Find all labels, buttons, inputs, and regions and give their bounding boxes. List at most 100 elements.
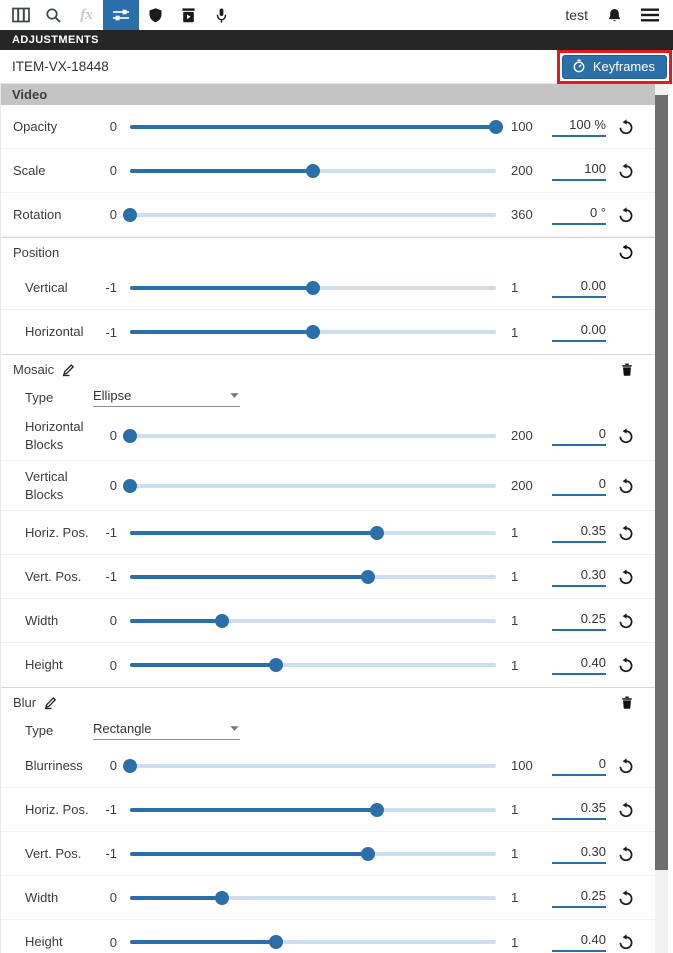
mosaic-vert-pos-slider[interactable] bbox=[130, 569, 496, 584]
reset-icon[interactable] bbox=[611, 890, 641, 906]
reset-icon[interactable] bbox=[611, 569, 641, 585]
bell-icon[interactable] bbox=[607, 7, 622, 24]
slider-max-label: 100 bbox=[511, 119, 533, 134]
row-label: Horiz. Pos. bbox=[25, 801, 89, 817]
slider-min-label: 0 bbox=[109, 890, 117, 905]
opacity-value-input[interactable]: 100 % bbox=[552, 117, 606, 137]
hamburger-menu-icon[interactable] bbox=[641, 8, 659, 22]
reset-icon[interactable] bbox=[611, 802, 641, 818]
reset-icon[interactable] bbox=[611, 525, 641, 541]
reset-icon[interactable] bbox=[611, 846, 641, 862]
horizontal-position-value-input[interactable]: 0.00 bbox=[552, 322, 606, 342]
reset-icon[interactable] bbox=[611, 657, 641, 673]
stopwatch-icon bbox=[572, 59, 586, 73]
slider-min-label: -1 bbox=[105, 569, 117, 584]
slider-thumb[interactable] bbox=[370, 525, 385, 540]
slider-thumb[interactable] bbox=[123, 207, 137, 222]
reset-icon[interactable] bbox=[611, 428, 641, 444]
blur-section: Blur Type Rectangle Blurriness 0 100 0 bbox=[1, 687, 655, 953]
reset-icon[interactable] bbox=[611, 119, 641, 135]
mosaic-horiz-pos-value-input[interactable]: 0.35 bbox=[552, 523, 606, 543]
blurriness-value-input[interactable]: 0 bbox=[552, 756, 606, 776]
fx-glyph: fx bbox=[80, 6, 93, 23]
vertical-position-value-input[interactable]: 0.00 bbox=[552, 278, 606, 298]
reset-icon[interactable] bbox=[611, 163, 641, 179]
reset-icon[interactable] bbox=[611, 207, 641, 223]
blur-horiz-pos-slider[interactable] bbox=[130, 802, 496, 817]
horizontal-blocks-slider[interactable] bbox=[123, 428, 496, 443]
scale-slider[interactable] bbox=[130, 163, 496, 178]
blur-width-slider[interactable] bbox=[130, 890, 496, 905]
horizontal-position-slider[interactable] bbox=[130, 325, 496, 339]
reset-icon[interactable] bbox=[611, 613, 641, 629]
blur-width-row: Width 0 1 0.25 bbox=[1, 876, 655, 920]
blur-horiz-pos-value-input[interactable]: 0.35 bbox=[552, 800, 606, 820]
shield-icon[interactable] bbox=[139, 0, 172, 30]
slider-max-label: 1 bbox=[511, 280, 519, 295]
blur-height-slider[interactable] bbox=[130, 935, 496, 949]
trash-icon[interactable] bbox=[620, 695, 634, 710]
reset-icon[interactable] bbox=[611, 478, 641, 494]
slider-min-label: 0 bbox=[109, 207, 117, 222]
adjust-sliders-icon[interactable] bbox=[103, 0, 139, 30]
fx-icon[interactable]: fx bbox=[70, 0, 103, 30]
blur-height-value-input[interactable]: 0.40 bbox=[552, 932, 606, 952]
reset-icon[interactable] bbox=[618, 244, 634, 260]
panels-icon[interactable] bbox=[4, 0, 37, 30]
slider-thumb[interactable] bbox=[370, 802, 385, 817]
slider-thumb[interactable] bbox=[214, 890, 229, 905]
mosaic-width-value-input[interactable]: 0.25 bbox=[552, 611, 606, 631]
mosaic-height-slider[interactable] bbox=[130, 658, 496, 672]
slider-thumb[interactable] bbox=[214, 613, 229, 628]
slider-thumb[interactable] bbox=[360, 846, 375, 861]
mosaic-horiz-pos-slider[interactable] bbox=[130, 525, 496, 540]
slider-thumb[interactable] bbox=[306, 163, 320, 178]
slider-thumb[interactable] bbox=[123, 478, 137, 493]
video-section-title: Video bbox=[12, 87, 48, 102]
blur-type-select[interactable]: Rectangle bbox=[93, 721, 240, 740]
blur-vert-pos-slider[interactable] bbox=[130, 846, 496, 861]
mosaic-type-select[interactable]: Ellipse bbox=[93, 388, 240, 407]
pencil-icon[interactable] bbox=[43, 695, 58, 710]
slider-thumb[interactable] bbox=[306, 325, 320, 339]
video-section-header: Video bbox=[1, 84, 655, 105]
mosaic-vert-pos-value-input[interactable]: 0.30 bbox=[552, 567, 606, 587]
rotation-value-input[interactable]: 0 ° bbox=[552, 205, 606, 225]
trash-icon[interactable] bbox=[620, 362, 634, 377]
media-package-icon[interactable] bbox=[172, 0, 205, 30]
pencil-icon[interactable] bbox=[61, 362, 76, 377]
scale-value-input[interactable]: 100 bbox=[552, 161, 606, 181]
mosaic-type-row: Type Ellipse bbox=[1, 383, 655, 411]
row-label: Height bbox=[25, 934, 63, 950]
reset-icon[interactable] bbox=[611, 934, 641, 950]
blurriness-slider[interactable] bbox=[123, 758, 496, 773]
microphone-icon[interactable] bbox=[205, 0, 238, 30]
opacity-slider[interactable] bbox=[130, 119, 503, 134]
slider-max-label: 360 bbox=[511, 207, 533, 222]
blur-vert-pos-value-input[interactable]: 0.30 bbox=[552, 844, 606, 864]
slider-thumb[interactable] bbox=[269, 658, 284, 672]
slider-thumb[interactable] bbox=[123, 428, 137, 443]
slider-thumb[interactable] bbox=[360, 569, 375, 584]
slider-thumb[interactable] bbox=[123, 758, 137, 773]
slider-min-label: 0 bbox=[109, 613, 117, 628]
blur-width-value-input[interactable]: 0.25 bbox=[552, 888, 606, 908]
slider-thumb[interactable] bbox=[269, 935, 284, 949]
keyframes-button[interactable]: Keyframes bbox=[561, 54, 667, 79]
rotation-slider[interactable] bbox=[123, 207, 496, 222]
slider-max-label: 1 bbox=[511, 846, 519, 861]
scrollbar-thumb[interactable] bbox=[655, 95, 668, 870]
vertical-blocks-value-input[interactable]: 0 bbox=[552, 476, 606, 496]
vertical-blocks-slider[interactable] bbox=[123, 478, 496, 493]
vertical-scrollbar[interactable] bbox=[655, 84, 668, 953]
slider-max-label: 200 bbox=[511, 163, 533, 178]
horizontal-blocks-value-input[interactable]: 0 bbox=[552, 426, 606, 446]
search-icon[interactable] bbox=[37, 0, 70, 30]
mosaic-height-value-input[interactable]: 0.40 bbox=[552, 655, 606, 675]
slider-thumb[interactable] bbox=[306, 280, 320, 295]
slider-thumb[interactable] bbox=[489, 119, 503, 134]
username-label[interactable]: test bbox=[565, 7, 588, 23]
reset-icon[interactable] bbox=[611, 758, 641, 774]
mosaic-width-slider[interactable] bbox=[130, 613, 496, 628]
vertical-position-slider[interactable] bbox=[130, 280, 496, 295]
